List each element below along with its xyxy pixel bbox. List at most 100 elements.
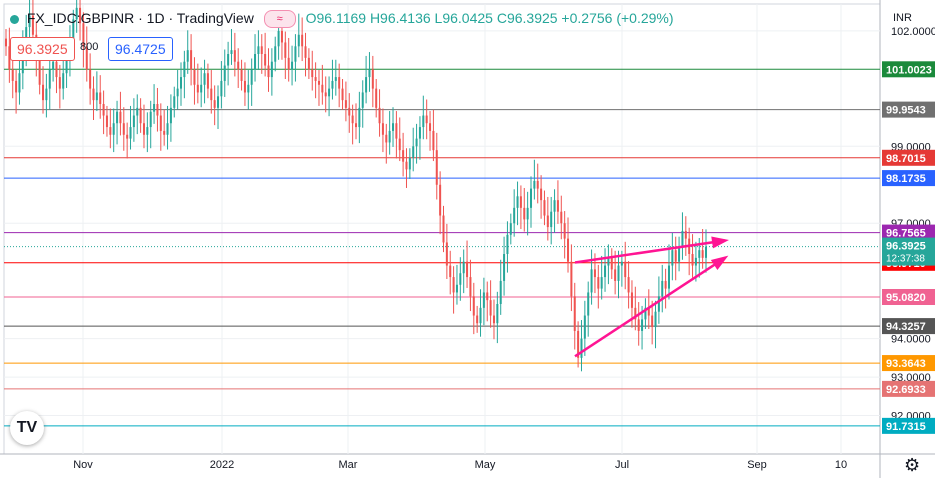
candle-body bbox=[604, 265, 607, 278]
candle-body bbox=[664, 280, 667, 289]
candle-body bbox=[587, 292, 590, 316]
candle-body bbox=[425, 115, 428, 124]
candle-body bbox=[361, 92, 364, 108]
candle-body bbox=[459, 273, 462, 285]
candle-body bbox=[533, 180, 536, 189]
level-label: 95.0820 bbox=[886, 292, 926, 304]
level-label: 99.9543 bbox=[886, 105, 926, 117]
candle-body bbox=[62, 73, 65, 89]
candle-body bbox=[105, 115, 108, 128]
candle-body bbox=[698, 250, 701, 258]
candle-body bbox=[489, 300, 492, 316]
candle-body bbox=[513, 207, 516, 224]
buy-price-box[interactable]: 96.4725 bbox=[108, 37, 173, 61]
candle-body bbox=[38, 57, 41, 85]
candle-body bbox=[173, 96, 176, 108]
plot-area[interactable] bbox=[3, 3, 881, 455]
candle-body bbox=[58, 77, 61, 89]
candle-body bbox=[637, 319, 640, 331]
x-tick-label: Nov bbox=[73, 459, 93, 471]
level-label: 94.3257 bbox=[886, 321, 926, 333]
candle-body bbox=[247, 84, 250, 93]
candle-body bbox=[405, 161, 408, 170]
candle-body bbox=[395, 123, 398, 139]
wedge-lower-arrow[interactable] bbox=[574, 256, 726, 358]
candle-body bbox=[15, 80, 18, 93]
candle-body bbox=[270, 61, 273, 78]
candle-body bbox=[381, 123, 384, 135]
candle-body bbox=[48, 69, 51, 89]
candle-body bbox=[79, 7, 82, 24]
candle-body bbox=[126, 134, 129, 139]
candle-body bbox=[149, 111, 152, 128]
level-label: 93.3643 bbox=[886, 358, 926, 370]
candle-body bbox=[398, 138, 401, 151]
candle-body bbox=[159, 115, 162, 131]
candle-body bbox=[634, 307, 637, 320]
candle-body bbox=[307, 57, 310, 70]
level-label-box bbox=[882, 61, 935, 78]
candle-body bbox=[4, 38, 8, 47]
candle-body bbox=[52, 61, 55, 70]
candle-body bbox=[516, 196, 519, 208]
candle-body bbox=[486, 292, 489, 301]
candle-body bbox=[476, 315, 479, 324]
gear-icon[interactable]: ⚙ bbox=[904, 455, 921, 475]
tradingview-logo-icon[interactable]: TV bbox=[10, 411, 44, 445]
candle-body bbox=[331, 80, 334, 89]
candle-body bbox=[442, 215, 445, 243]
x-tick-label: 10 bbox=[835, 459, 847, 471]
candle-body bbox=[139, 107, 142, 124]
wedge-upper-arrow[interactable] bbox=[574, 239, 726, 264]
candle-body bbox=[179, 77, 183, 89]
x-tick-label: Mar bbox=[339, 459, 358, 471]
candle-body bbox=[418, 127, 421, 139]
candle-body bbox=[223, 65, 226, 81]
candle-body bbox=[704, 246, 708, 258]
candle-body bbox=[254, 54, 257, 70]
candle-body bbox=[408, 157, 411, 170]
candle-body bbox=[334, 77, 337, 81]
candle-body bbox=[573, 296, 576, 331]
candle-body bbox=[163, 130, 166, 135]
candle-body bbox=[415, 138, 418, 147]
level-label: 96.7565 bbox=[886, 228, 926, 240]
level-label-box bbox=[882, 101, 935, 118]
candle-body bbox=[344, 100, 347, 108]
candle-body bbox=[432, 130, 435, 151]
candle-body bbox=[694, 257, 697, 266]
candle-body bbox=[122, 123, 125, 135]
candle-body bbox=[563, 223, 566, 239]
candle-body bbox=[183, 61, 186, 78]
candle-body bbox=[620, 261, 623, 266]
candle-body bbox=[156, 104, 159, 116]
candle-body bbox=[136, 107, 139, 116]
chart-header: FX_IDC:GBPINR · 1D · TradingView ≈ O96.1… bbox=[10, 10, 674, 29]
symbol-title[interactable]: FX_IDC:GBPINR · 1D · TradingView bbox=[26, 10, 254, 26]
candle-body bbox=[509, 223, 512, 235]
spread-value: 800 bbox=[80, 41, 99, 53]
indicator-visibility-icon[interactable]: ≈ bbox=[263, 10, 296, 29]
candle-body bbox=[11, 69, 14, 81]
sell-price-box[interactable]: 96.3925 bbox=[10, 37, 75, 61]
candle-body bbox=[267, 65, 270, 78]
candle-body bbox=[654, 311, 657, 328]
candle-body bbox=[82, 23, 85, 47]
candle-body bbox=[257, 46, 260, 54]
candle-body bbox=[220, 80, 223, 97]
candle-body bbox=[317, 80, 320, 85]
candle-body bbox=[452, 277, 455, 293]
candle-body bbox=[577, 330, 580, 358]
current-price-box bbox=[882, 237, 935, 266]
candle-body bbox=[31, 15, 34, 35]
candle-body bbox=[607, 257, 610, 266]
candle-body bbox=[102, 104, 105, 116]
candle-body bbox=[116, 111, 119, 124]
candle-body bbox=[153, 104, 156, 112]
candle-body bbox=[203, 73, 206, 85]
level-label-box bbox=[882, 289, 935, 305]
candle-body bbox=[264, 54, 267, 66]
candle-body bbox=[429, 123, 432, 131]
candle-body bbox=[42, 84, 45, 101]
